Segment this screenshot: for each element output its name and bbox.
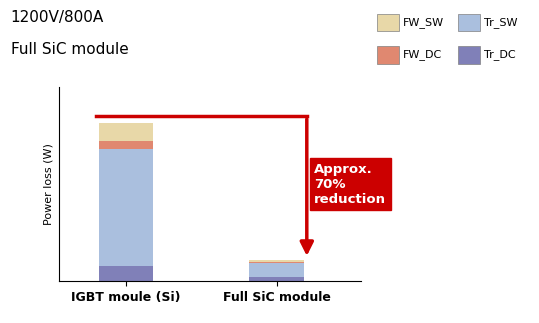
Bar (250, 277, 304, 281)
Bar (99, 149, 153, 266)
Bar (99, 141, 153, 149)
Bar (250, 263, 304, 277)
Bar (99, 123, 153, 141)
Text: Tr_SW: Tr_SW (484, 17, 517, 28)
Text: Approx.
70%
reduction: Approx. 70% reduction (314, 162, 386, 206)
Text: FW_DC: FW_DC (403, 49, 443, 60)
Text: Tr_DC: Tr_DC (484, 49, 516, 60)
Bar (99, 266, 153, 281)
Text: Full SiC module: Full SiC module (11, 42, 128, 57)
Text: 1200V/800A: 1200V/800A (11, 10, 104, 25)
Text: FW_SW: FW_SW (403, 17, 444, 28)
Bar (250, 260, 304, 262)
Y-axis label: Power loss (W): Power loss (W) (44, 143, 54, 225)
Bar (250, 262, 304, 263)
